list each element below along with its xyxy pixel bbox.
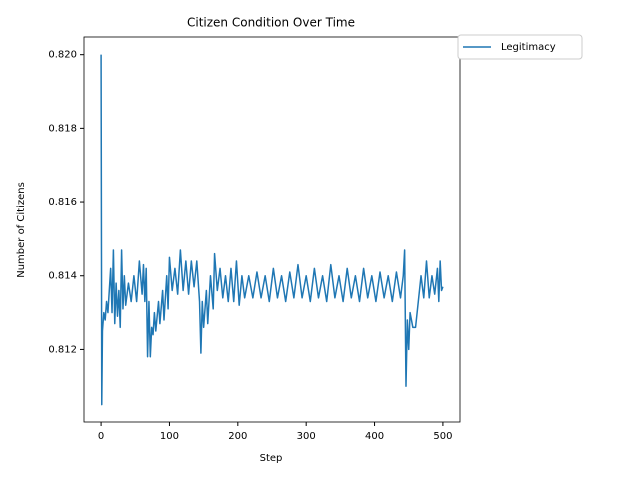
y-tick-label: 0.812 xyxy=(48,344,77,355)
plot-frame xyxy=(83,36,461,423)
x-tick-label: 300 xyxy=(297,431,316,442)
y-tick-label: 0.816 xyxy=(48,197,77,208)
legend-label: Legitimacy xyxy=(501,42,556,53)
y-tick-label: 0.820 xyxy=(48,50,77,61)
x-tick-label: 0 xyxy=(98,431,104,442)
y-tick-label: 0.814 xyxy=(48,271,77,282)
x-axis-label: Step xyxy=(260,453,283,464)
x-tick-label: 400 xyxy=(365,431,384,442)
legend-box xyxy=(457,34,583,60)
x-tick-label: 100 xyxy=(160,431,179,442)
line-series xyxy=(100,54,444,406)
chart-title: Citizen Condition Over Time xyxy=(187,16,355,30)
x-tick-label: 500 xyxy=(433,431,452,442)
y-axis-label: Number of Citizens xyxy=(16,182,27,278)
x-tick-label: 200 xyxy=(228,431,247,442)
y-tick-label: 0.818 xyxy=(48,123,77,134)
